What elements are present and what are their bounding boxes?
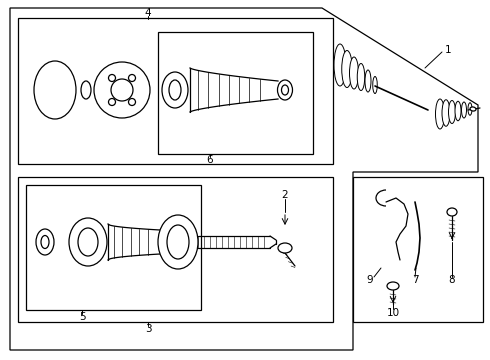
Text: 6: 6 [207, 155, 213, 165]
Ellipse shape [365, 70, 371, 92]
Ellipse shape [373, 77, 377, 94]
Text: 9: 9 [367, 275, 373, 285]
Ellipse shape [281, 85, 289, 95]
Ellipse shape [387, 282, 399, 290]
Text: 4: 4 [145, 8, 151, 18]
Ellipse shape [447, 208, 457, 216]
Bar [26, 185, 201, 310]
Ellipse shape [108, 75, 116, 81]
Text: 5: 5 [79, 312, 85, 322]
Ellipse shape [442, 100, 450, 126]
Ellipse shape [357, 63, 365, 90]
Ellipse shape [41, 235, 49, 248]
Ellipse shape [436, 99, 444, 129]
Ellipse shape [108, 99, 116, 105]
Ellipse shape [36, 229, 54, 255]
Ellipse shape [162, 72, 188, 108]
Ellipse shape [78, 228, 98, 256]
Bar [353, 177, 483, 322]
Ellipse shape [169, 80, 181, 100]
Ellipse shape [462, 102, 466, 118]
Bar [18, 18, 333, 164]
Ellipse shape [448, 100, 456, 123]
Ellipse shape [349, 57, 359, 89]
Ellipse shape [167, 225, 189, 259]
Ellipse shape [278, 243, 292, 253]
Ellipse shape [69, 218, 107, 266]
Ellipse shape [277, 80, 293, 100]
Ellipse shape [342, 50, 352, 87]
Text: 7: 7 [412, 275, 418, 285]
Text: 3: 3 [145, 324, 151, 334]
Ellipse shape [128, 99, 136, 105]
Ellipse shape [34, 61, 76, 119]
Text: 10: 10 [387, 308, 399, 318]
Ellipse shape [111, 79, 133, 101]
Text: 1: 1 [445, 45, 451, 55]
Ellipse shape [81, 81, 91, 99]
Bar [158, 32, 313, 154]
Ellipse shape [468, 103, 472, 115]
Text: 2: 2 [282, 190, 288, 200]
Ellipse shape [128, 75, 136, 81]
Ellipse shape [455, 101, 461, 121]
Ellipse shape [158, 215, 198, 269]
Ellipse shape [470, 107, 476, 111]
Bar [18, 177, 333, 322]
Text: 8: 8 [449, 275, 455, 285]
Ellipse shape [334, 44, 346, 86]
Ellipse shape [94, 62, 150, 118]
